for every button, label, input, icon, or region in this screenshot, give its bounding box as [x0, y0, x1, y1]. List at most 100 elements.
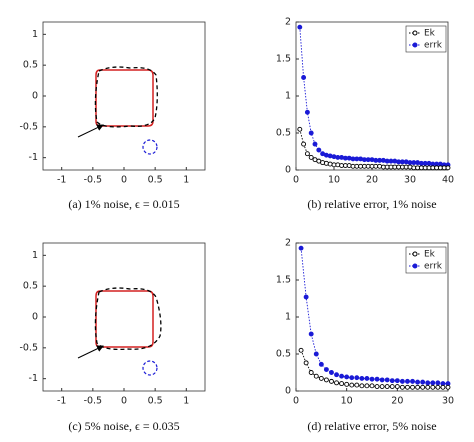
marker: [318, 375, 324, 381]
marker: [364, 383, 370, 389]
marker: [298, 347, 304, 353]
blue-circle: [142, 139, 158, 155]
marker: [323, 160, 329, 166]
marker: [349, 382, 355, 388]
y-tick-label: -1: [29, 373, 38, 384]
marker: [329, 378, 334, 384]
legend-marker: [412, 42, 418, 48]
marker: [331, 154, 337, 160]
marker: [415, 379, 421, 385]
caption: (a) 1% noise, ϵ = 0.015: [68, 197, 179, 211]
x-tick-label: 1: [183, 175, 189, 186]
x-tick-label: 20: [391, 396, 403, 407]
x-tick-label: 30: [404, 175, 416, 186]
marker: [445, 384, 451, 390]
marker: [399, 378, 405, 384]
dashed-curve: [94, 287, 162, 351]
marker: [298, 245, 304, 251]
marker: [323, 367, 329, 372]
x-tick-label: 0.5: [148, 396, 163, 407]
legend-box: [405, 25, 447, 53]
y-tick-label: -0.5: [19, 121, 38, 132]
x-tick-label: -1: [57, 396, 66, 407]
caption: (d) relative error, 5% noise: [307, 419, 436, 433]
marker: [339, 373, 345, 379]
marker: [445, 165, 451, 171]
marker: [339, 381, 345, 387]
marker: [313, 351, 319, 357]
shape-drawing-a: [77, 66, 158, 155]
marker: [399, 384, 405, 390]
marker: [374, 384, 380, 390]
y-tick-label: 1: [285, 91, 291, 102]
y-tick-label: -0.5: [19, 342, 38, 353]
marker: [327, 161, 333, 167]
legend-label: Ek: [424, 250, 436, 260]
marker: [403, 159, 409, 165]
x-tick-label: -0.5: [84, 175, 103, 186]
marker: [369, 157, 375, 163]
x-tick-label: -0.5: [84, 396, 103, 407]
marker: [380, 157, 386, 163]
marker: [297, 24, 303, 30]
axes-box: [42, 242, 206, 392]
y-tick-label: 0.5: [23, 60, 38, 71]
marker: [405, 384, 410, 390]
x-tick-label: 10: [341, 396, 353, 407]
marker: [303, 294, 309, 300]
marker: [425, 384, 431, 390]
marker: [339, 154, 345, 160]
marker: [349, 375, 355, 381]
marker: [354, 382, 360, 388]
caption: (c) 5% noise, ϵ = 0.035: [68, 419, 179, 433]
marker: [304, 109, 310, 115]
arrow: [77, 124, 104, 138]
y-tick-label: 1.5: [276, 275, 291, 286]
x-tick-label: 0: [293, 175, 299, 186]
marker: [308, 331, 314, 337]
marker: [335, 162, 341, 168]
marker: [297, 126, 303, 132]
blue-circle: [142, 360, 158, 376]
marker: [334, 372, 339, 378]
marker: [435, 384, 441, 390]
y-tick-label: 0: [285, 165, 291, 176]
marker: [377, 163, 383, 169]
marker: [304, 151, 310, 157]
marker: [369, 376, 375, 382]
axes-box: [42, 21, 206, 171]
marker: [384, 384, 390, 390]
shape-drawing-c: [77, 287, 162, 376]
marker: [359, 375, 365, 381]
x-tick-label: 0: [121, 175, 127, 186]
marker: [426, 160, 432, 166]
y-tick-label: 1: [32, 250, 38, 261]
marker: [313, 373, 319, 379]
marker: [440, 384, 446, 390]
marker: [410, 378, 415, 384]
y-tick-label: 2: [285, 17, 291, 28]
marker: [415, 160, 421, 166]
x-tick-label: 40: [442, 175, 454, 186]
marker: [415, 384, 421, 390]
y-tick-label: 0: [32, 312, 38, 323]
marker: [344, 374, 350, 380]
marker: [359, 383, 365, 389]
legend-box: [405, 246, 447, 274]
x-tick-label: 30: [442, 396, 454, 407]
caption: (b) relative error, 1% noise: [307, 197, 436, 211]
marker: [320, 160, 326, 166]
marker: [346, 163, 352, 169]
marker: [405, 378, 410, 384]
marker: [389, 384, 395, 390]
marker: [435, 380, 441, 386]
x-tick-label: 0: [121, 396, 127, 407]
y-tick-label: 0.5: [276, 349, 291, 360]
legend-marker: [412, 30, 418, 36]
marker: [379, 384, 385, 390]
marker: [420, 384, 426, 390]
legend-label: errk: [424, 41, 443, 51]
x-tick-label: 20: [366, 175, 378, 186]
y-tick-label: 1.5: [276, 54, 291, 65]
marker: [425, 380, 431, 386]
